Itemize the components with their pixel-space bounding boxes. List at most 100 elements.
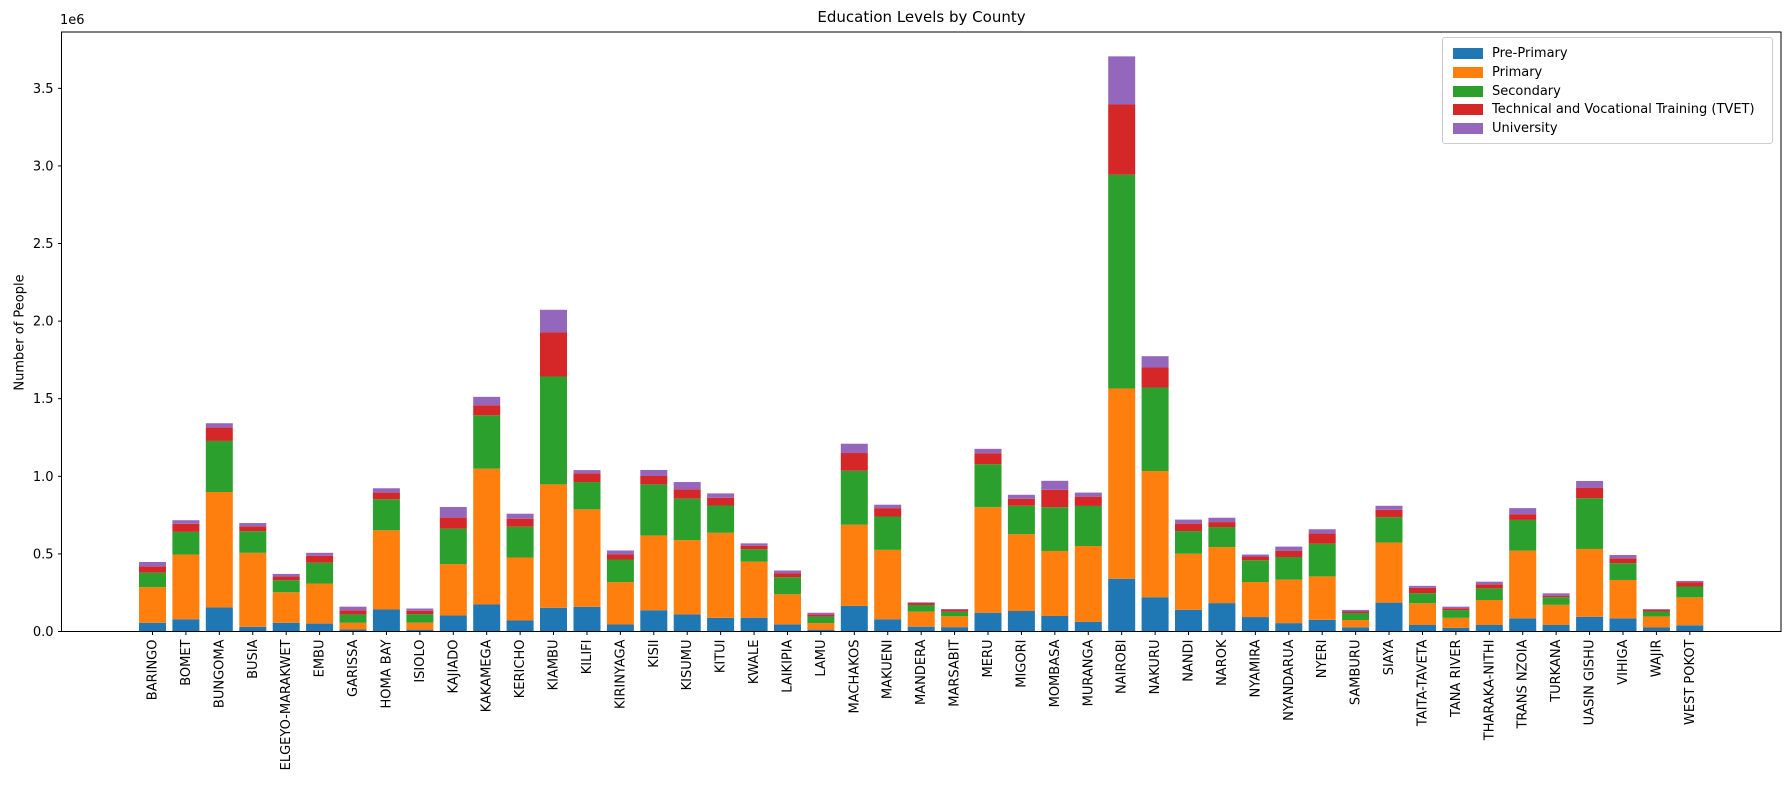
bar-segment-trans-nzoia-primary — [1509, 550, 1537, 619]
bar-segment-muranga-primary — [1074, 545, 1102, 622]
bar-segment-bomet-primary — [172, 554, 200, 620]
bar-segment-nyamira-pre-primary — [1241, 617, 1269, 632]
bar-segment-kirinyaga-university — [606, 550, 634, 555]
bar-segment-kwale-pre-primary — [740, 617, 768, 632]
bar-segment-elgeyo-marakwet-technical-and-vocational-training-tvet- — [272, 576, 300, 581]
x-tick-label: BUSIA — [246, 639, 261, 679]
bar-segment-vihiga-university — [1609, 554, 1637, 559]
bar-segment-kilifi-primary — [573, 509, 601, 607]
x-tick-label: KISUMU — [680, 640, 695, 691]
bar-segment-kwale-primary — [740, 561, 768, 618]
bar-segment-nandi-technical-and-vocational-training-tvet- — [1175, 523, 1202, 532]
bar-segment-wajir-pre-primary — [1642, 627, 1670, 632]
bar-segment-nandi-pre-primary — [1175, 609, 1202, 632]
bar-segment-west-pokot-university — [1676, 580, 1704, 583]
bar-segment-nairobi-pre-primary — [1108, 578, 1136, 632]
bar-segment-nyandarua-secondary — [1275, 557, 1303, 580]
bar-segment-lamu-primary — [807, 623, 835, 630]
bar-segment-homa-bay-primary — [372, 530, 400, 610]
bar-segment-siaya-technical-and-vocational-training-tvet- — [1375, 509, 1403, 518]
bar-segment-nyeri-technical-and-vocational-training-tvet- — [1308, 533, 1336, 544]
legend-item-university: University — [1453, 120, 1762, 137]
bar-segment-wajir-primary — [1642, 616, 1670, 628]
x-tick-label: MANDERA — [914, 639, 929, 705]
bar-segment-taita-taveta-pre-primary — [1409, 624, 1436, 632]
x-tick-label: BARINGO — [146, 640, 161, 701]
x-tick-label: MACHAKOS — [847, 640, 862, 714]
bar-segment-homa-bay-technical-and-vocational-training-tvet- — [372, 492, 400, 500]
bar-segment-kajiado-university — [439, 507, 467, 518]
bar-segment-nyandarua-pre-primary — [1275, 623, 1303, 632]
x-tick-label: TAITA-TAVETA — [1415, 639, 1430, 727]
bar-segment-narok-university — [1208, 517, 1236, 523]
bar-segment-kwale-technical-and-vocational-training-tvet- — [740, 545, 768, 550]
bar-segment-marsabit-secondary — [941, 611, 969, 617]
axes-spines — [61, 31, 1782, 632]
bar-segment-elgeyo-marakwet-secondary — [272, 580, 300, 593]
bar-segment-elgeyo-marakwet-primary — [272, 592, 300, 623]
y-tick-label: 3.0 — [33, 159, 54, 174]
bar-segment-siaya-primary — [1375, 542, 1403, 603]
bar-segment-kitui-university — [707, 493, 735, 498]
bar-segment-marsabit-pre-primary — [941, 627, 969, 632]
bar-segment-mandera-primary — [907, 611, 935, 627]
x-tick-label: NAIROBI — [1115, 640, 1130, 694]
bar-segment-makueni-primary — [874, 549, 902, 620]
y-tick-label: 2.0 — [33, 315, 54, 330]
x-tick-label: KAKAMEGA — [480, 639, 495, 712]
legend-item-primary: Primary — [1453, 64, 1762, 81]
bar-segment-turkana-primary — [1542, 604, 1570, 625]
bar-segment-vihiga-technical-and-vocational-training-tvet- — [1609, 558, 1637, 564]
x-tick-label: NAROK — [1215, 639, 1230, 686]
bar-segment-meru-secondary — [974, 464, 1002, 508]
bar-segment-kiambu-university — [540, 309, 567, 333]
bar-segment-kisumu-secondary — [673, 498, 701, 541]
bar-segment-tana-river-technical-and-vocational-training-tvet- — [1442, 608, 1470, 611]
x-tick-label: NANDI — [1182, 640, 1197, 682]
bar-segment-migori-university — [1007, 494, 1035, 499]
bar-segment-mombasa-primary — [1041, 550, 1069, 616]
bar-segment-uasin-gishu-technical-and-vocational-training-tvet- — [1576, 487, 1604, 499]
y-tick-label: 2.5 — [33, 237, 54, 252]
bar-segment-taita-taveta-secondary — [1409, 593, 1436, 604]
bar-segment-nyeri-primary — [1308, 576, 1336, 620]
bar-segment-narok-pre-primary — [1208, 603, 1236, 632]
bar-segment-samburu-technical-and-vocational-training-tvet- — [1342, 611, 1370, 614]
bar-segment-laikipia-primary — [774, 594, 801, 625]
bar-segment-busia-technical-and-vocational-training-tvet- — [239, 526, 267, 532]
bar-segment-siaya-university — [1375, 505, 1403, 510]
bar-segment-isiolo-technical-and-vocational-training-tvet- — [406, 610, 434, 615]
bar-segment-kajiado-secondary — [439, 528, 467, 565]
bar-segment-kitui-pre-primary — [707, 617, 735, 632]
bar-segment-makueni-university — [874, 504, 902, 509]
y-tick-label: 0.5 — [33, 547, 54, 562]
bar-segment-nairobi-university — [1108, 56, 1136, 105]
bar-segment-nyeri-pre-primary — [1308, 619, 1336, 632]
bar-segment-muranga-secondary — [1074, 505, 1102, 546]
bar-segment-migori-technical-and-vocational-training-tvet- — [1007, 498, 1035, 506]
bar-segment-tharaka-nithi-primary — [1475, 600, 1503, 625]
bar-segment-kisii-university — [640, 469, 668, 476]
bar-segment-nyandarua-university — [1275, 546, 1303, 551]
y-tick-label: 1.5 — [33, 392, 54, 407]
bar-segment-elgeyo-marakwet-pre-primary — [272, 622, 300, 632]
bar-segment-busia-university — [239, 523, 267, 527]
bar-segment-lamu-university — [807, 612, 835, 615]
bar-segment-tharaka-nithi-pre-primary — [1475, 624, 1503, 632]
legend-swatch-icon — [1453, 85, 1483, 97]
bar-segment-kakamega-pre-primary — [473, 604, 501, 632]
bar-segment-nyeri-secondary — [1308, 543, 1336, 577]
bar-segment-kirinyaga-secondary — [606, 559, 634, 583]
bar-segment-turkana-university — [1542, 593, 1570, 596]
bar-segment-nyamira-university — [1241, 554, 1269, 557]
bar-segment-kajiado-primary — [439, 564, 467, 616]
x-tick-label: ISIOLO — [413, 640, 428, 683]
bar-segment-vihiga-primary — [1609, 579, 1637, 619]
bar-segment-nairobi-primary — [1108, 388, 1136, 579]
bar-segment-meru-university — [974, 448, 1002, 454]
bar-segment-kericho-pre-primary — [506, 620, 534, 632]
bar-segment-machakos-primary — [840, 524, 868, 606]
bar-segment-samburu-secondary — [1342, 613, 1370, 621]
legend-label: Technical and Vocational Training (TVET) — [1492, 102, 1755, 118]
